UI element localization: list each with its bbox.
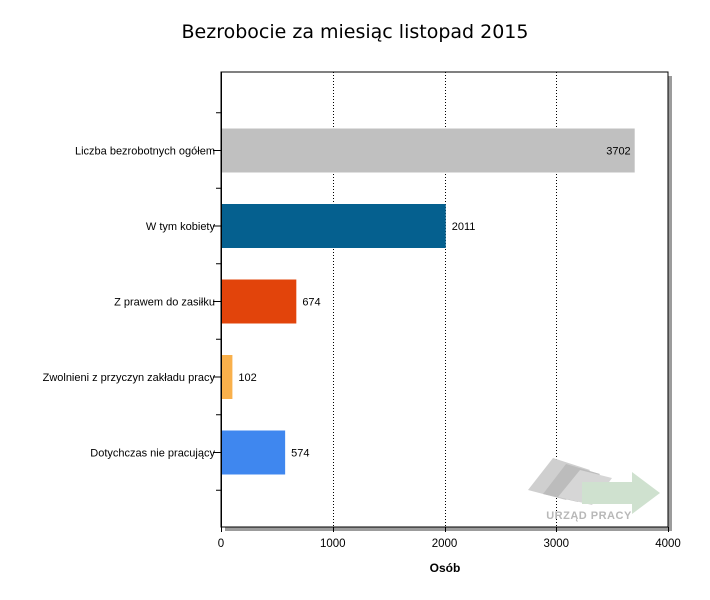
x-axis: 0 1000 2000 3000 4000 [218, 527, 681, 550]
urzad-pracy-watermark: URZĄD PRACY [528, 458, 660, 522]
data-label: 674 [302, 297, 320, 309]
x-tick-label: 1000 [320, 538, 346, 550]
watermark-text: URZĄD PRACY [546, 510, 632, 522]
category-label: Liczba bezrobotnych ogółem [75, 146, 215, 158]
x-tick-label: 0 [218, 538, 224, 550]
data-label: 2011 [452, 221, 476, 233]
watermark-arrow-icon [582, 472, 660, 514]
y-axis: Liczba bezrobotnych ogółem W tym kobiety Z… [43, 72, 222, 527]
category-label: Dotychczas nie pracujący [90, 448, 215, 460]
chart-title: Bezrobocie za miesiąc listopad 2015 [182, 21, 529, 43]
data-label: 102 [238, 372, 256, 384]
category-label: Zwolnieni z przyczyn zakładu pracy [43, 372, 216, 384]
x-tick-label: 4000 [655, 538, 681, 550]
category-label: Z prawem do zasiłku [114, 297, 215, 309]
bar [222, 128, 635, 173]
bar [222, 279, 297, 324]
x-tick-label: 3000 [543, 538, 569, 550]
data-label: 574 [291, 448, 309, 460]
bar [222, 204, 446, 248]
bar [222, 430, 286, 475]
data-label: 3702 [606, 146, 630, 158]
x-axis-title: Osób [430, 561, 461, 575]
x-tick-label: 2000 [432, 538, 458, 550]
category-label: W tym kobiety [146, 221, 216, 233]
bar [222, 355, 233, 399]
bars: 3702 2011 674 102 574 [222, 128, 635, 475]
